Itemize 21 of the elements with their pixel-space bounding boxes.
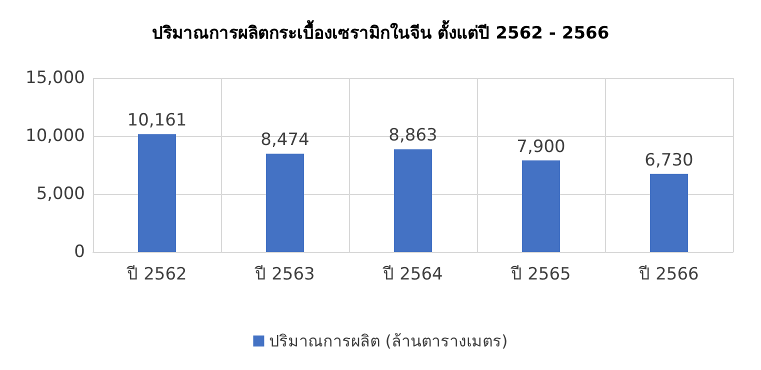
y-tick-label: 5,000 — [36, 184, 85, 204]
data-label: 8,474 — [260, 130, 310, 150]
bar — [138, 134, 176, 252]
y-tick-label: 15,000 — [26, 68, 85, 88]
bar — [266, 154, 304, 252]
x-tick-label: ปี 2563 — [254, 264, 315, 284]
data-label: 10,161 — [127, 110, 187, 131]
bar — [394, 149, 432, 252]
chart-title: ปริมาณการผลิตกระเบื้องเซรามิกในจีน ตั้งแต่ปี 2562 - 2566 — [152, 20, 610, 44]
x-tick-label: ปี 2566 — [638, 264, 699, 284]
data-label: 6,730 — [644, 150, 694, 170]
bar — [522, 160, 560, 252]
x-tick-label: ปี 2562 — [126, 264, 187, 284]
y-tick-label: 0 — [74, 242, 85, 262]
bar — [650, 174, 688, 252]
legend-label: ปริมาณการผลิต (ล้านตารางเมตร) — [269, 332, 508, 350]
data-label: 8,863 — [388, 126, 438, 146]
data-label: 7,900 — [516, 136, 566, 157]
y-tick-label: 10,000 — [26, 126, 85, 146]
x-tick-label: ปี 2565 — [510, 264, 571, 284]
x-tick-label: ปี 2564 — [382, 264, 443, 284]
